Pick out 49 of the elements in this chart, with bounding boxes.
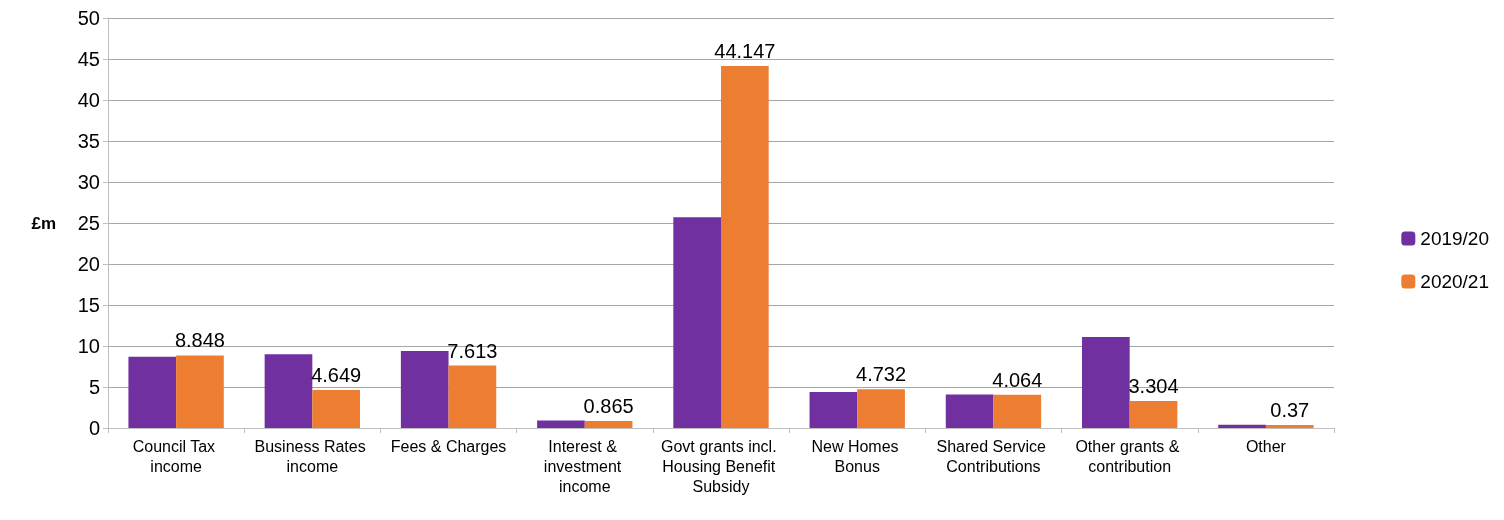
x-tick-label: Interest & investment income	[543, 437, 626, 495]
x-tick-label: Council Tax income	[132, 437, 220, 475]
y-tick-label: 5	[88, 376, 100, 398]
bar	[1081, 336, 1130, 428]
data-label: 7.613	[447, 339, 498, 362]
legend-label: 2020/21	[1420, 271, 1490, 292]
data-label: 4.064	[992, 368, 1043, 391]
y-tick-label: 50	[77, 7, 100, 29]
bar	[857, 389, 905, 428]
data-label: 8.848	[174, 329, 225, 352]
data-label: 3.304	[1128, 374, 1179, 397]
y-tick-label: 45	[77, 48, 100, 70]
data-label: 0.37	[1270, 398, 1310, 421]
bar	[1129, 400, 1178, 428]
data-label: 4.732	[856, 363, 907, 386]
bar	[993, 394, 1042, 428]
y-axis-title: £m	[31, 213, 56, 233]
y-tick-label: 0	[88, 417, 100, 439]
x-tick-label: Business Rates income	[254, 437, 371, 475]
data-label: 0.865	[583, 394, 634, 417]
bar	[721, 65, 769, 428]
x-tick-label: Fees & Charges	[390, 437, 507, 455]
bar	[128, 356, 177, 428]
y-tick-label: 40	[77, 89, 100, 111]
bar	[400, 350, 449, 428]
y-tick-label: 10	[77, 335, 100, 357]
x-tick-label: New Homes Bonus	[811, 437, 904, 475]
x-tick-label: Shared Service Contributions	[936, 437, 1051, 475]
y-tick-label: 30	[77, 171, 100, 193]
y-tick-label: 15	[77, 294, 100, 316]
bar	[673, 217, 721, 428]
bar	[448, 365, 497, 428]
bar	[809, 391, 858, 428]
x-tick-label: Govt grants incl. Housing Benefit Subsidy	[660, 437, 782, 495]
bar	[312, 389, 361, 428]
bar	[1265, 424, 1314, 428]
x-tick-label: Other grants & contribution	[1075, 437, 1184, 475]
data-label: 44.147	[714, 39, 776, 62]
bar	[584, 420, 633, 428]
y-tick-label: 35	[77, 130, 100, 152]
y-tick-label: 25	[77, 212, 100, 234]
bar	[537, 420, 585, 428]
bar	[1218, 424, 1266, 428]
x-tick-label: Other	[1245, 437, 1287, 455]
bar	[945, 394, 994, 428]
legend-label: 2019/20	[1420, 228, 1490, 249]
y-tick-label: 20	[77, 253, 100, 275]
bar	[176, 355, 224, 428]
bar	[264, 354, 313, 428]
